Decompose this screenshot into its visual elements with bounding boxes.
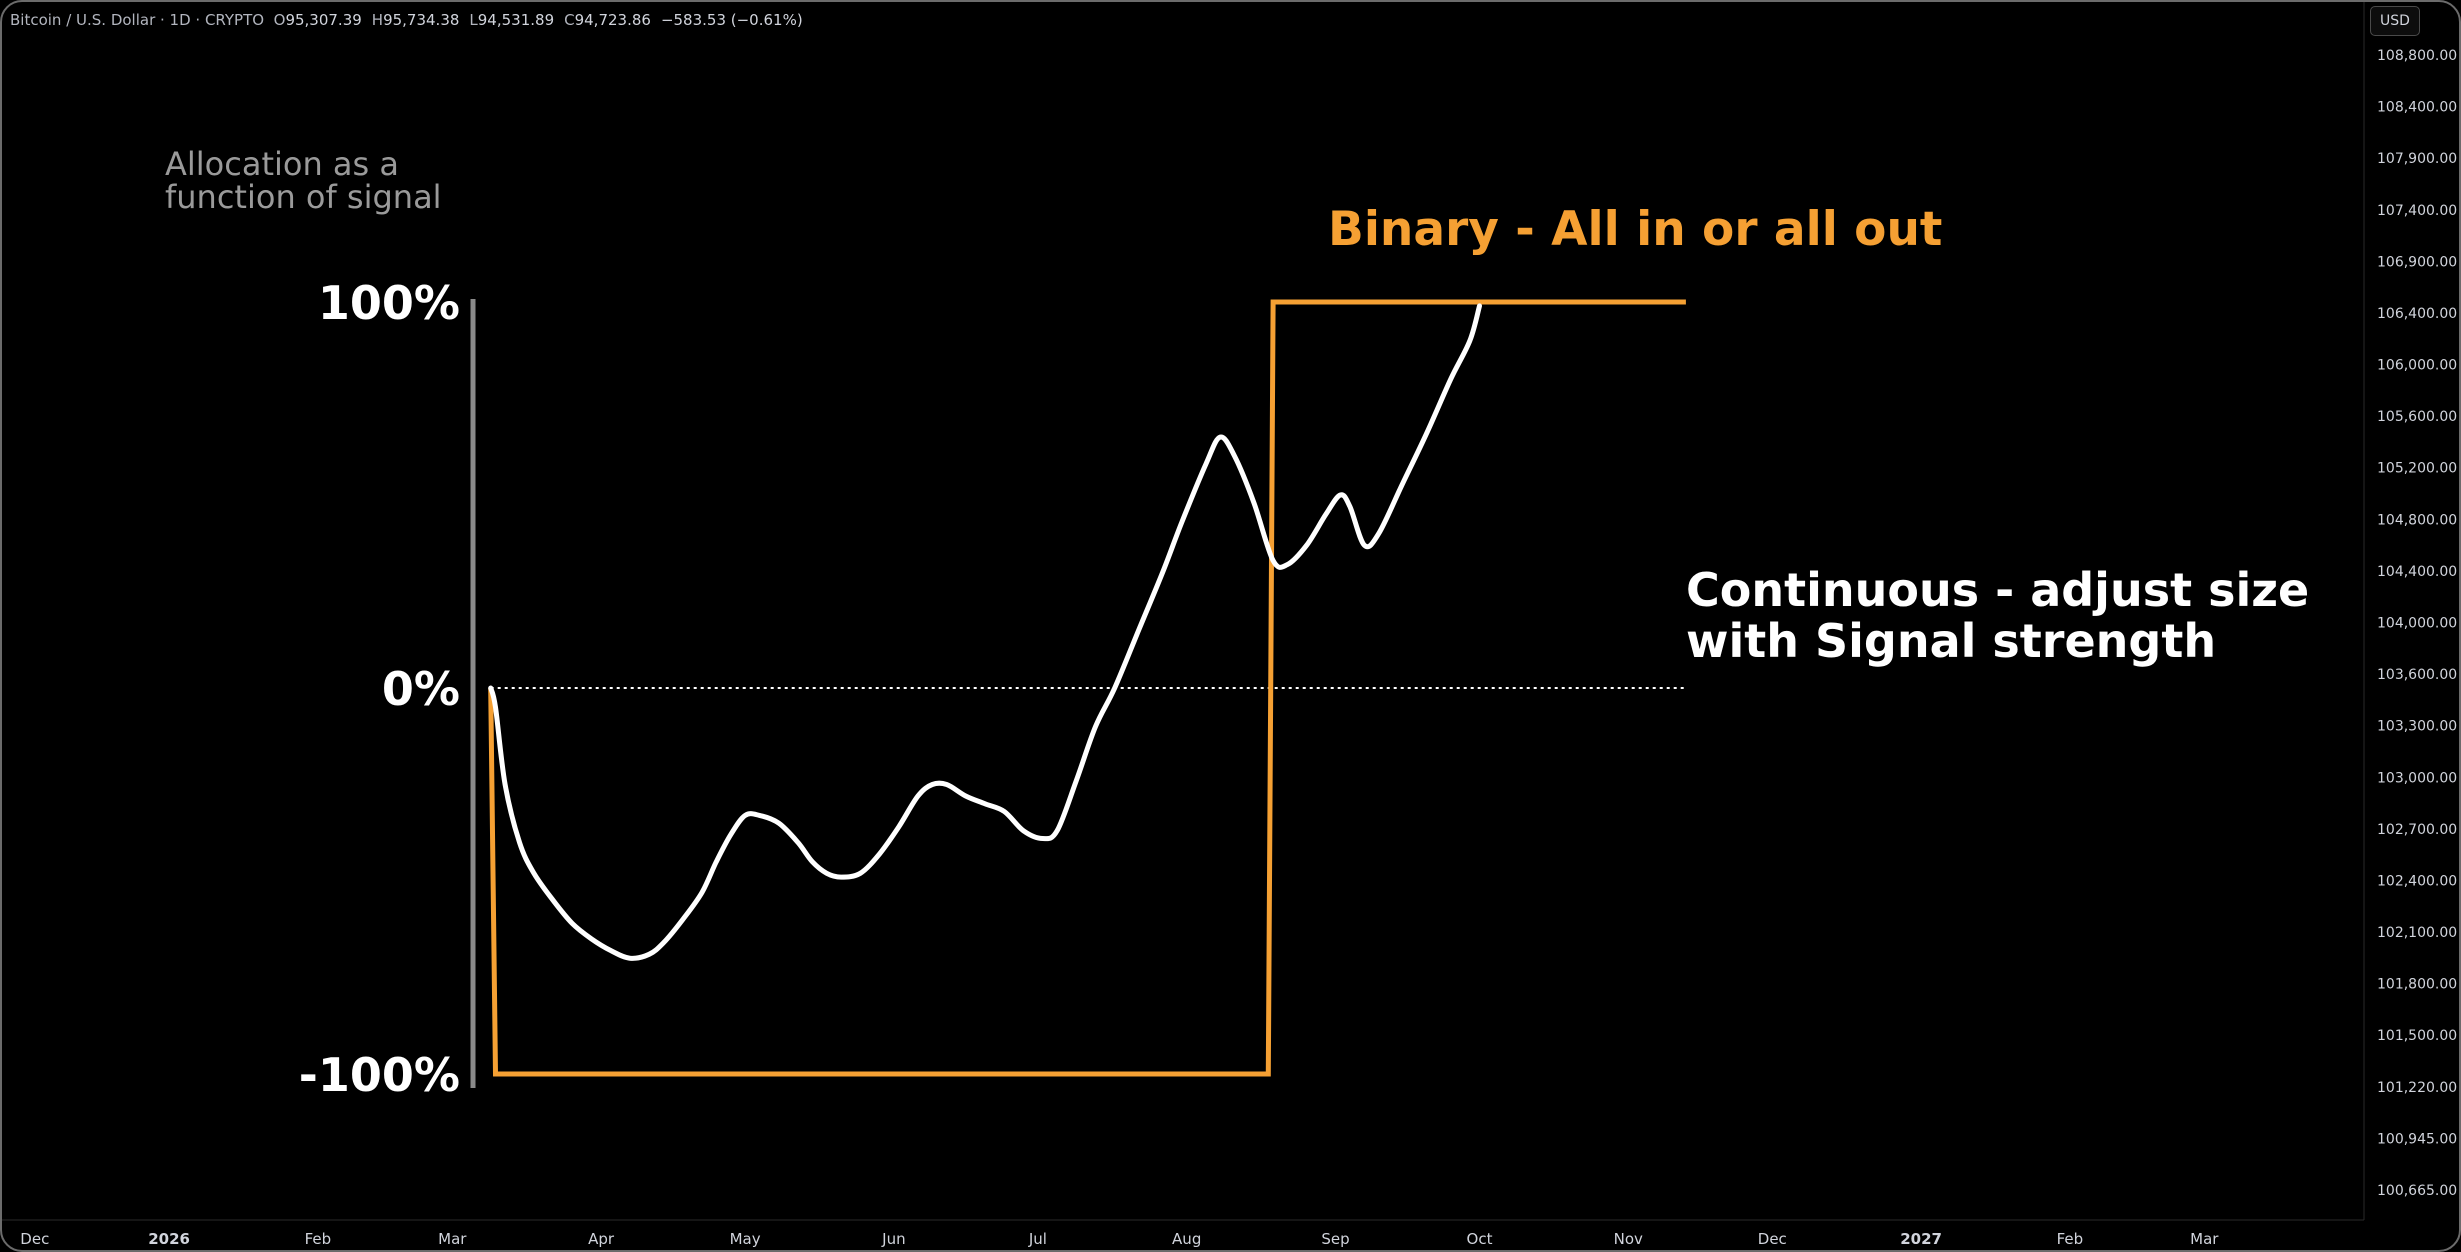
price-tick-label: 100,945.00	[2377, 1131, 2457, 1147]
price-tick-label: 103,600.00	[2377, 667, 2457, 683]
time-tick-label: May	[730, 1230, 761, 1248]
time-tick-label: Apr	[588, 1230, 615, 1248]
close-label: C	[564, 11, 575, 29]
high-value: 95,734.38	[383, 11, 460, 29]
time-tick-label: Dec	[20, 1230, 49, 1248]
continuous-label-line1: Continuous - adjust size	[1686, 563, 2309, 617]
open-value: 95,307.39	[285, 11, 362, 29]
price-tick-label: 100,665.00	[2377, 1183, 2457, 1199]
price-tick-label: 104,800.00	[2377, 512, 2457, 528]
allocation-tick-label: -100%	[299, 1048, 460, 1102]
time-tick-label: Sep	[1321, 1230, 1349, 1248]
time-tick-label: Feb	[305, 1230, 332, 1248]
allocation-tick-label: 100%	[318, 276, 460, 330]
price-tick-label: 106,000.00	[2377, 358, 2457, 374]
continuous-label-line2: with Signal strength	[1686, 614, 2216, 668]
time-tick-label: Nov	[1614, 1230, 1643, 1248]
low-value: 94,531.89	[477, 11, 555, 29]
currency-button[interactable]: USD	[2370, 6, 2420, 36]
price-tick-label: 103,000.00	[2377, 770, 2457, 786]
price-tick-label: 107,400.00	[2377, 203, 2457, 219]
price-tick-label: 102,400.00	[2377, 873, 2457, 889]
binary-label: Binary - All in or all out	[1328, 202, 1942, 257]
price-tick-label: 102,700.00	[2377, 822, 2457, 838]
time-tick-label: 2026	[148, 1230, 190, 1248]
time-tick-label: Mar	[2190, 1230, 2219, 1248]
time-tick-label: Jun	[881, 1230, 905, 1248]
price-axis[interactable]: 108,800.00 108,400.00 107,900.00 107,400.00…	[2377, 48, 2457, 1199]
allocation-caption-line2: function of signal	[165, 178, 442, 216]
price-tick-label: 107,900.00	[2377, 151, 2457, 167]
price-tick-label: 105,200.00	[2377, 461, 2457, 477]
price-tick-label: 102,100.00	[2377, 925, 2457, 941]
continuous-allocation-line	[488, 303, 1482, 961]
high-label: H	[371, 11, 384, 29]
allocation-tick-label: 0%	[382, 662, 460, 716]
binary-allocation-line	[488, 299, 1686, 1077]
time-tick-label: Oct	[1467, 1230, 1493, 1248]
time-tick-label: Aug	[1172, 1230, 1201, 1248]
price-tick-label: 101,500.00	[2377, 1028, 2457, 1044]
change-value: −583.53 (−0.61%)	[660, 11, 803, 29]
low-label: L	[469, 11, 478, 29]
time-tick-label: Jul	[1028, 1230, 1047, 1248]
time-axis[interactable]: Dec 2026 Feb Mar Apr May Jun Jul Aug Sep Oct Nov Dec…	[20, 1230, 2219, 1248]
time-tick-label: Mar	[438, 1230, 467, 1248]
price-tick-label: 104,400.00	[2377, 564, 2457, 580]
price-tick-label: 108,400.00	[2377, 100, 2457, 116]
allocation-caption-line1: Allocation as a	[165, 145, 399, 183]
price-tick-label: 104,000.00	[2377, 616, 2457, 632]
open-label: O	[273, 11, 286, 29]
price-tick-label: 101,220.00	[2377, 1080, 2457, 1096]
allocation-axis-labels: 100% 0% -100%	[299, 276, 460, 1102]
time-tick-label: Feb	[2057, 1230, 2084, 1248]
price-tick-label: 106,900.00	[2377, 254, 2457, 270]
time-tick-label: 2027	[1900, 1230, 1942, 1248]
price-tick-label: 106,400.00	[2377, 306, 2457, 322]
price-tick-label: 103,300.00	[2377, 719, 2457, 735]
symbol-name: Bitcoin / U.S. Dollar · 1D · CRYPTO	[10, 11, 265, 29]
price-tick-label: 108,800.00	[2377, 48, 2457, 64]
price-tick-label: 101,800.00	[2377, 977, 2457, 993]
symbol-legend[interactable]: Bitcoin / U.S. Dollar · 1D · CRYPTO O95,…	[10, 11, 803, 29]
price-tick-label: 105,600.00	[2377, 409, 2457, 425]
time-tick-label: Dec	[1758, 1230, 1787, 1248]
close-value: 94,723.86	[574, 11, 651, 29]
